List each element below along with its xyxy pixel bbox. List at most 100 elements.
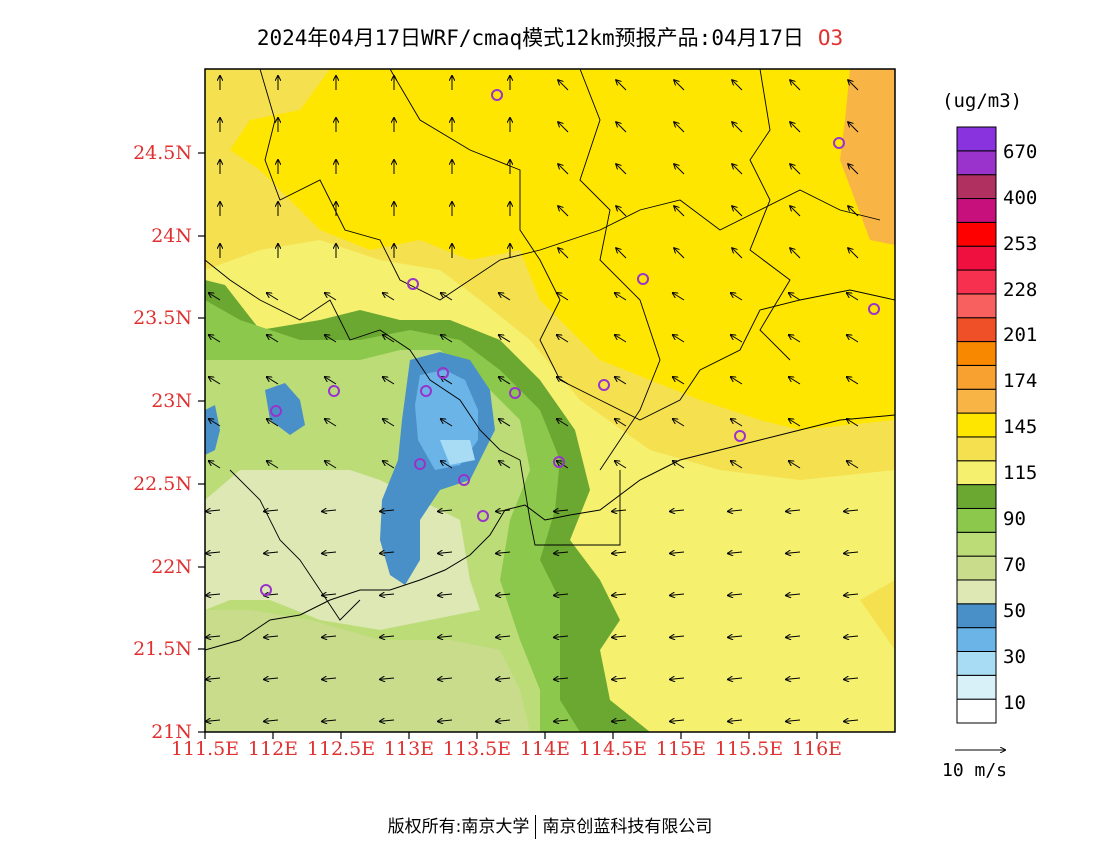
wind-arrow <box>847 419 859 427</box>
wind-arrow <box>728 510 743 511</box>
legend-unit: (ug/m3) <box>942 90 1023 112</box>
lat-label: 24.5N <box>133 142 192 164</box>
wind-arrow <box>847 461 859 469</box>
wind-arrow <box>383 461 395 469</box>
wind-arrow <box>264 552 279 553</box>
chart-title: 2024年04月17日WRF/cmaq模式12km预报产品:04月17日 O3 <box>0 22 1100 52</box>
wind-arrow <box>612 720 627 721</box>
legend-label: 90 <box>1003 508 1026 530</box>
station-marker <box>553 456 565 468</box>
lon-label: 113.5E <box>442 738 512 760</box>
lon-label: 112E <box>247 738 299 760</box>
wind-arrow <box>674 80 685 91</box>
wind-arrow <box>267 335 279 343</box>
legend-swatch <box>956 364 997 390</box>
copyright-right: 南京创蓝科技有限公司 <box>542 817 713 837</box>
wind-arrow <box>732 206 743 217</box>
legend-label: 50 <box>1003 600 1026 622</box>
wind-arrow <box>615 377 627 385</box>
wind-arrow <box>438 552 453 553</box>
wind-arrow <box>558 122 569 133</box>
wind-arrow <box>380 552 395 553</box>
station-marker <box>260 584 272 596</box>
wind-arrow <box>438 510 453 511</box>
lon-label: 113E <box>383 738 435 760</box>
wind-arrow <box>673 419 685 427</box>
wind-arrow <box>844 720 859 721</box>
field-blue-edge <box>205 405 220 455</box>
station-marker <box>420 385 432 397</box>
wind-arrow <box>728 720 743 721</box>
wind-arrow <box>728 678 743 679</box>
legend-swatch <box>956 198 997 223</box>
lon-label: 115E <box>655 738 707 760</box>
lat-label: 23N <box>151 390 192 412</box>
wind-arrow <box>786 510 801 511</box>
wind-arrow <box>496 552 511 553</box>
legend-label: 670 <box>1003 141 1038 163</box>
wind-arrow <box>844 510 859 511</box>
wind-arrow <box>616 164 627 175</box>
station-marker <box>734 430 746 442</box>
legend-swatch <box>956 555 997 581</box>
wind-arrow <box>848 164 859 175</box>
wind-arrow <box>848 206 859 217</box>
lon-label: 115.5E <box>714 738 784 760</box>
field-blue-west <box>265 383 305 435</box>
wind-arrow <box>557 335 569 343</box>
wind-arrow <box>616 122 627 133</box>
wind-arrow <box>438 636 453 637</box>
wind-arrow <box>674 122 685 133</box>
wind-arrow <box>206 720 221 721</box>
wind-arrow <box>670 720 685 721</box>
wind-arrow <box>264 636 279 637</box>
station-marker <box>491 89 503 101</box>
border-line-2 <box>389 69 895 421</box>
wind-arrow <box>325 335 337 343</box>
wind-arrow <box>558 206 569 217</box>
wind-arrow <box>383 335 395 343</box>
legend-swatch <box>956 484 997 509</box>
legend-swatch <box>956 507 997 533</box>
wind-arrow <box>670 636 685 637</box>
wind-arrow <box>731 461 743 469</box>
wind-arrow <box>731 335 743 343</box>
wind-arrow <box>731 419 743 427</box>
lat-label: 24N <box>151 225 192 247</box>
wind-arrow <box>790 206 801 217</box>
wind-arrow <box>790 80 801 91</box>
title-text: 2024年04月17日WRF/cmaq模式12km预报产品:04月17日 <box>256 26 804 50</box>
wind-arrow <box>673 335 685 343</box>
wind-arrow <box>789 335 801 343</box>
wind-arrow <box>670 594 685 595</box>
wind-arrow <box>322 636 337 637</box>
wind-arrow <box>728 636 743 637</box>
wind-arrow <box>674 164 685 175</box>
wind-arrow <box>670 510 685 511</box>
wind-arrow <box>612 594 627 595</box>
wind-arrow <box>848 80 859 91</box>
wind-arrow <box>267 293 279 301</box>
wind-arrow <box>615 335 627 343</box>
station-marker <box>637 273 649 285</box>
wind-arrow <box>322 678 337 679</box>
wind-arrow <box>554 510 569 511</box>
lon-label: 116E <box>791 738 843 760</box>
wind-arrow <box>209 293 221 301</box>
wind-arrow <box>844 552 859 553</box>
wind-arrow <box>673 293 685 301</box>
wind-arrow <box>848 248 859 259</box>
legend-swatch <box>956 150 997 176</box>
wind-arrow <box>380 510 395 511</box>
wind-arrow <box>612 510 627 511</box>
wind-arrow <box>325 461 337 469</box>
border-line-1 <box>259 69 881 301</box>
wind-arrow <box>616 248 627 259</box>
lon-label: 114.5E <box>578 738 648 760</box>
wind-arrow <box>732 80 743 91</box>
wind-arrow <box>844 678 859 679</box>
lon-label: 111.5E <box>170 738 240 760</box>
lat-label: 21N <box>151 721 192 743</box>
wind-arrow <box>554 720 569 721</box>
